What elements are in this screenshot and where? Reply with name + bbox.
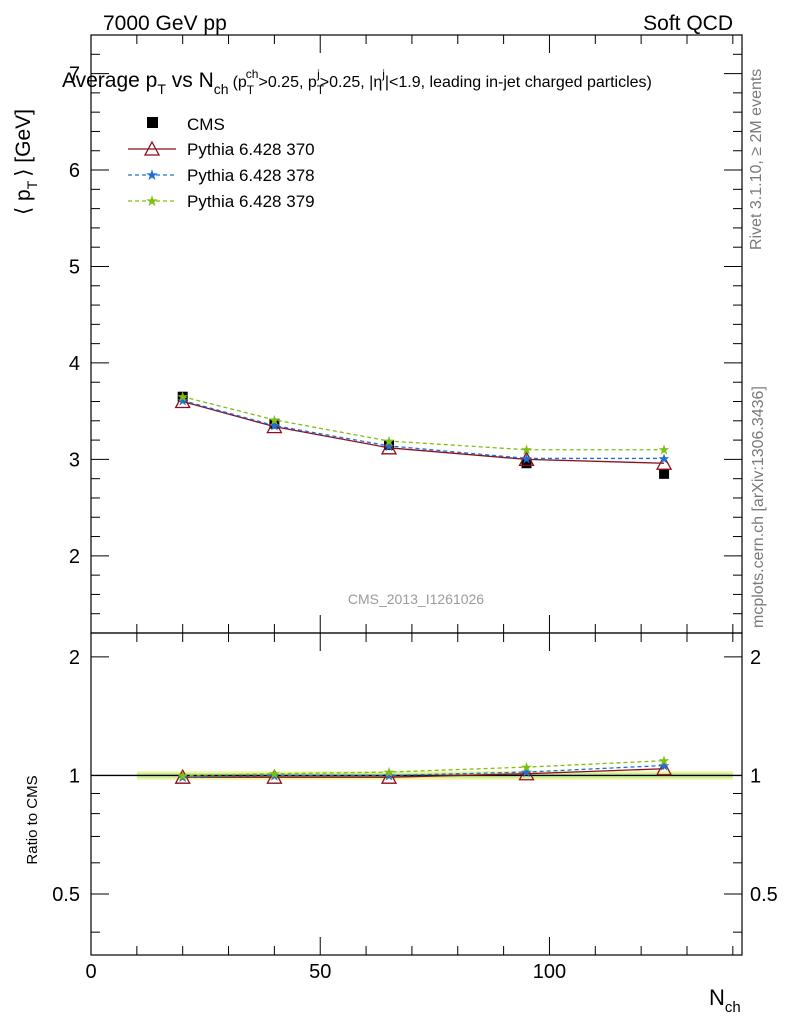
main-y-tick-label: 2 xyxy=(69,546,80,568)
plot-title: Average pT vs Nch (pTch>0.25, pTj>0.25, |… xyxy=(62,67,652,97)
cms-data-point xyxy=(383,439,394,450)
x-tick-label: 0 xyxy=(85,961,96,983)
ratio-ticks xyxy=(90,633,742,955)
ratio-y-tick-labels: 0.5 0.5 1 1 2 2 xyxy=(52,647,778,906)
main-y-tick-label: 3 xyxy=(69,449,80,471)
x-tick-labels: 0 50 100 xyxy=(85,961,566,983)
x-axis-label: Nch xyxy=(709,985,741,1016)
ratio-star-point: ★ xyxy=(658,753,671,769)
ratio-y-tick-label-right: 0.5 xyxy=(750,884,778,906)
ratio-star-point: ★ xyxy=(520,764,533,780)
ratio-star-point: ★ xyxy=(383,764,396,780)
ratio-series: ★ ★ ★ ★ ★★ ★ ★ ★ ★ xyxy=(174,753,673,785)
cms-data-point xyxy=(521,458,532,469)
legend: CMS Pythia 6.428 370 ★ Pythia 6.428 378 … xyxy=(128,115,315,211)
legend-p378-marker: ★ xyxy=(145,167,158,184)
main-ticks xyxy=(90,34,742,633)
star-data-point: ★ xyxy=(176,393,189,409)
ratio-p370-point xyxy=(518,765,535,781)
ratio-star-point: ★ xyxy=(268,767,281,783)
main-y-tick-label: 4 xyxy=(69,353,80,375)
cms-data-point xyxy=(659,468,670,479)
main-series-line xyxy=(182,400,665,464)
star-data-point: ★ xyxy=(176,389,189,405)
star-data-point: ★ xyxy=(383,438,396,454)
legend-cms-marker xyxy=(147,117,158,128)
mcplots-label: mcplots.cern.ch [arXiv:1306.3436] xyxy=(750,386,767,628)
ratio-y-tick-label-left: 1 xyxy=(69,765,80,787)
ratio-p370-point xyxy=(380,768,398,784)
ratio-star-point: ★ xyxy=(268,766,281,782)
header-left: 7000 GeV pp xyxy=(103,12,227,35)
p370-data-point xyxy=(655,454,673,470)
main-series-line xyxy=(182,399,665,460)
legend-cms-label: CMS xyxy=(187,115,225,134)
ratio-star-point: ★ xyxy=(383,767,396,783)
ratio-star-point: ★ xyxy=(520,759,533,775)
star-data-point: ★ xyxy=(658,442,671,458)
star-data-point: ★ xyxy=(268,418,281,434)
header-right: Soft QCD xyxy=(643,12,733,35)
ratio-series-line xyxy=(182,760,665,777)
main-y-tick-label: 7 xyxy=(69,64,80,86)
main-y-tick-labels: 2 3 4 5 6 7 xyxy=(69,64,80,568)
ratio-y-axis-label: Ratio to CMS xyxy=(24,775,41,864)
star-data-point: ★ xyxy=(658,450,671,466)
main-y-axis-label: ⟨ pT⟩ [GeV] xyxy=(12,109,40,215)
star-data-point: ★ xyxy=(268,412,281,428)
x-tick-label: 100 xyxy=(533,961,566,983)
rivet-label: Rivet 3.1.10, ≥ 2M events xyxy=(748,69,765,250)
ratio-panel: 0.5 0.5 1 1 2 2 Ratio to CMS ★ ★ ★ ★ ★★ ★ ★ ★ ★ xyxy=(24,632,778,956)
ratio-p370-point xyxy=(266,768,283,784)
ratio-p370-point xyxy=(655,760,673,776)
ratio-y-tick-label-left: 2 xyxy=(69,647,80,669)
legend-p370-marker xyxy=(143,140,161,156)
cms-data-point xyxy=(269,418,280,429)
star-data-point: ★ xyxy=(383,433,396,449)
analysis-watermark: CMS_2013_I1261026 xyxy=(348,591,484,607)
star-data-point: ★ xyxy=(520,450,533,466)
ratio-star-point: ★ xyxy=(176,769,189,785)
ratio-series-line xyxy=(182,764,665,778)
legend-p379-label: Pythia 6.428 379 xyxy=(187,192,315,211)
main-series-line xyxy=(182,396,665,451)
legend-p378-label: Pythia 6.428 378 xyxy=(187,166,315,185)
main-y-tick-label: 6 xyxy=(69,160,80,182)
p370-data-point xyxy=(380,439,398,455)
ratio-y-tick-label-right: 1 xyxy=(750,765,761,787)
legend-p370-label: Pythia 6.428 370 xyxy=(187,140,315,159)
x-tick-label: 50 xyxy=(309,961,331,983)
ratio-star-point: ★ xyxy=(176,767,189,783)
main-y-tick-label: 5 xyxy=(69,256,80,278)
ratio-frame xyxy=(90,632,743,956)
ratio-y-tick-label-right: 2 xyxy=(750,647,761,669)
main-series: ★★★★ ★★★★★ ★ xyxy=(174,389,673,479)
ratio-series-line xyxy=(182,768,665,778)
ratio-y-tick-label-left: 0.5 xyxy=(52,884,80,906)
legend-p379-marker: ★ xyxy=(145,193,158,210)
star-data-point: ★ xyxy=(520,442,533,458)
